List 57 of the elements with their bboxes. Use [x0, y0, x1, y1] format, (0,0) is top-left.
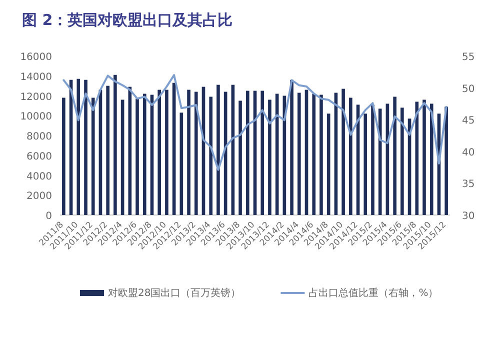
bar [158, 90, 161, 215]
bar [297, 92, 301, 215]
bar [364, 114, 368, 215]
y2-tick-label: 45 [462, 116, 475, 127]
bar [209, 96, 213, 215]
y-tick-label: 0 [46, 211, 52, 222]
bar [400, 108, 404, 215]
bar [378, 108, 382, 215]
y-tick-label: 8000 [26, 132, 52, 142]
y-tick-label: 4000 [26, 171, 52, 182]
bar [415, 102, 419, 215]
bar [165, 90, 168, 215]
bar [304, 90, 308, 215]
chart-title: 图 2：英国对欧盟出口及其占比 [22, 11, 233, 29]
bar [444, 106, 448, 215]
y2-tick-label: 35 [462, 179, 475, 190]
bar [430, 104, 434, 215]
y-tick-label: 12000 [20, 92, 52, 103]
bar [349, 98, 352, 215]
legend-label: 对欧盟28国出口（百万英镑） [108, 287, 241, 299]
bar [342, 88, 345, 215]
bar [194, 92, 198, 215]
bar [62, 98, 66, 215]
bar [91, 98, 95, 215]
bar [120, 100, 124, 215]
legend-label: 占出口总值比重（右轴，%） [308, 287, 438, 299]
bar [371, 104, 374, 215]
y-tick-label: 6000 [26, 151, 52, 162]
y2-tick-label: 40 [462, 147, 475, 158]
y-tick-label: 10000 [20, 112, 52, 123]
y2-tick-label: 50 [462, 84, 475, 95]
bar [142, 94, 146, 215]
bar [106, 86, 110, 215]
y2-tick-label: 55 [462, 52, 475, 63]
bar [238, 100, 242, 215]
bar [290, 80, 294, 215]
bar [84, 80, 88, 215]
bar [320, 94, 323, 215]
bar [393, 96, 396, 215]
bar [268, 100, 272, 215]
bar [187, 90, 190, 215]
line-series [62, 74, 448, 171]
bar [312, 94, 316, 215]
bar [136, 98, 139, 215]
bar [180, 112, 184, 215]
bar [76, 78, 80, 215]
bar [172, 82, 176, 215]
bar [246, 90, 250, 215]
y-tick-label: 14000 [20, 72, 52, 83]
bar [260, 90, 264, 215]
bar [114, 74, 117, 215]
bar [216, 84, 220, 215]
y-tick-label: 16000 [20, 52, 52, 63]
bar [326, 114, 330, 215]
y-tick-label: 2000 [26, 191, 52, 202]
bar [422, 100, 426, 215]
y2-tick-label: 30 [462, 211, 475, 222]
